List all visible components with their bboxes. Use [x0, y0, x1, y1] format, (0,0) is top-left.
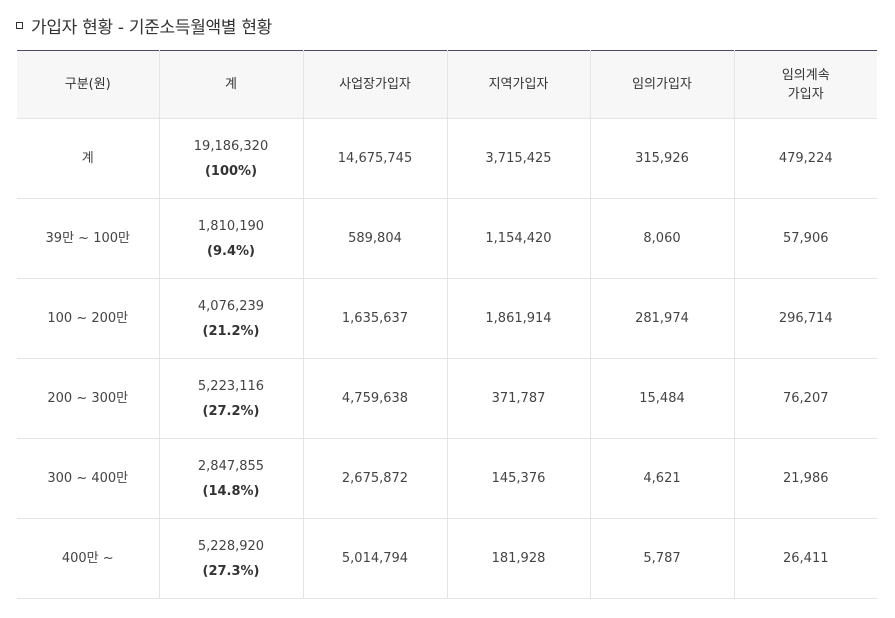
- cell-voluntary: 315,926: [589, 118, 734, 199]
- cell-total: 2,847,855 (14.8%): [158, 438, 303, 519]
- cell-voluntary-continued: 479,224: [733, 118, 877, 199]
- section-title: 가입자 현황 - 기준소득월액별 현황: [16, 12, 272, 38]
- total-count: 5,228,920: [197, 538, 265, 554]
- total-count: 1,810,190: [197, 218, 265, 234]
- total-count: 5,223,116: [197, 378, 265, 394]
- total-count: 19,186,320: [193, 138, 269, 154]
- cell-workplace: 14,675,745: [302, 118, 447, 199]
- cell-voluntary: 15,484: [589, 358, 734, 439]
- cell-voluntary-continued: 21,986: [733, 438, 877, 519]
- cell-total: 5,228,920 (27.3%): [158, 518, 303, 599]
- cell-voluntary: 5,787: [589, 518, 734, 599]
- cell-category: 100 ~ 200만: [17, 278, 159, 359]
- cell-regional: 1,154,420: [446, 198, 590, 279]
- cell-voluntary-continued: 296,714: [733, 278, 877, 359]
- cell-category: 200 ~ 300만: [17, 358, 159, 439]
- cell-category: 39만 ~ 100만: [17, 198, 159, 279]
- total-percent: (27.2%): [202, 403, 260, 419]
- cell-voluntary-continued: 26,411: [733, 518, 877, 599]
- cell-category: 300 ~ 400만: [17, 438, 159, 519]
- cell-regional: 145,376: [446, 438, 590, 519]
- header-workplace: 사업장가입자: [302, 50, 447, 119]
- cell-total: 19,186,320 (100%): [158, 118, 303, 199]
- subscriber-status-table: 구분(원) 계 사업장가입자 지역가입자 임의가입자 임의계속 가입자 계 19…: [17, 50, 877, 599]
- header-voluntary: 임의가입자: [589, 50, 734, 119]
- cell-regional: 371,787: [446, 358, 590, 439]
- header-voluntary-continued-line2: 가입자: [787, 86, 824, 102]
- cell-total: 4,076,239 (21.2%): [158, 278, 303, 359]
- table-row: 200 ~ 300만 5,223,116 (27.2%) 4,759,638 3…: [17, 358, 877, 439]
- total-percent: (14.8%): [202, 483, 260, 499]
- table-row: 100 ~ 200만 4,076,239 (21.2%) 1,635,637 1…: [17, 278, 877, 359]
- cell-workplace: 589,804: [302, 198, 447, 279]
- header-voluntary-continued-line1: 임의계속: [781, 67, 830, 83]
- header-category: 구분(원): [17, 50, 159, 119]
- header-total: 계: [158, 50, 303, 119]
- total-percent: (100%): [204, 163, 258, 179]
- total-percent: (9.4%): [207, 243, 255, 259]
- cell-voluntary: 8,060: [589, 198, 734, 279]
- header-voluntary-continued: 임의계속 가입자: [733, 50, 877, 119]
- table-row: 400만 ~ 5,228,920 (27.3%) 5,014,794 181,9…: [17, 518, 877, 599]
- cell-voluntary: 4,621: [589, 438, 734, 519]
- cell-total: 1,810,190 (9.4%): [158, 198, 303, 279]
- total-percent: (21.2%): [202, 323, 260, 339]
- cell-workplace: 1,635,637: [302, 278, 447, 359]
- cell-voluntary-continued: 57,906: [733, 198, 877, 279]
- cell-total: 5,223,116 (27.2%): [158, 358, 303, 439]
- page-title: 가입자 현황 - 기준소득월액별 현황: [31, 17, 273, 38]
- cell-regional: 181,928: [446, 518, 590, 599]
- cell-voluntary-continued: 76,207: [733, 358, 877, 439]
- cell-regional: 1,861,914: [446, 278, 590, 359]
- table-row: 39만 ~ 100만 1,810,190 (9.4%) 589,804 1,15…: [17, 198, 877, 279]
- table-row: 계 19,186,320 (100%) 14,675,745 3,715,425…: [17, 118, 877, 199]
- total-count: 4,076,239: [197, 298, 265, 314]
- cell-workplace: 5,014,794: [302, 518, 447, 599]
- cell-category: 계: [17, 118, 159, 199]
- total-percent: (27.3%): [202, 563, 260, 579]
- cell-workplace: 2,675,872: [302, 438, 447, 519]
- table-row: 300 ~ 400만 2,847,855 (14.8%) 2,675,872 1…: [17, 438, 877, 519]
- cell-voluntary: 281,974: [589, 278, 734, 359]
- cell-workplace: 4,759,638: [302, 358, 447, 439]
- header-regional: 지역가입자: [446, 50, 590, 119]
- cell-category: 400만 ~: [17, 518, 159, 599]
- cell-regional: 3,715,425: [446, 118, 590, 199]
- square-bullet-icon: [16, 22, 23, 29]
- table-header-row: 구분(원) 계 사업장가입자 지역가입자 임의가입자 임의계속 가입자: [17, 50, 877, 119]
- total-count: 2,847,855: [197, 458, 265, 474]
